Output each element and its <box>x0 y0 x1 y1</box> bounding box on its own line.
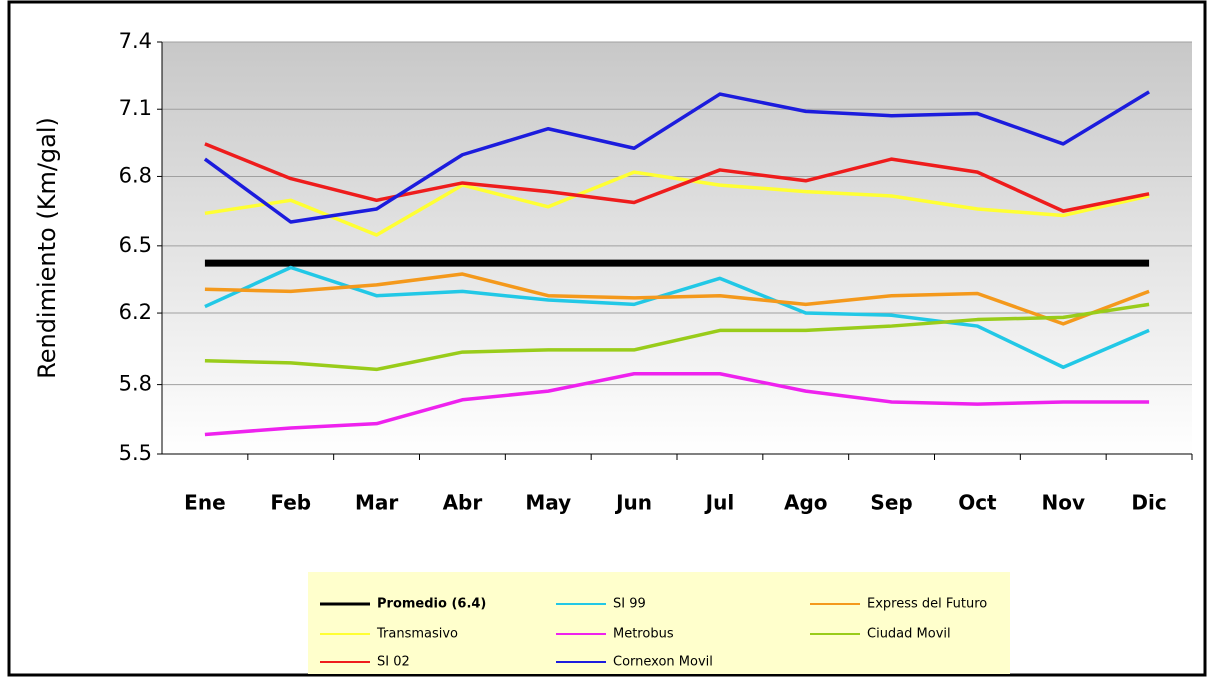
x-tick-label: Sep <box>870 491 912 515</box>
plot-area <box>162 42 1192 454</box>
x-tick-label: Jun <box>614 491 652 515</box>
legend-label: Ciudad Movil <box>867 627 951 642</box>
y-axis-label: Rendimiento (Km/gal) <box>33 117 61 379</box>
y-tick-label: 5.5 <box>119 441 152 465</box>
x-tick-label: Jul <box>704 491 735 515</box>
y-tick-label: 7.4 <box>119 29 152 53</box>
y-tick-label: 6.2 <box>119 300 152 324</box>
legend-label: Transmasivo <box>376 627 458 642</box>
x-tick-label: Dic <box>1131 491 1166 515</box>
legend-label: SI 99 <box>613 597 646 612</box>
series-line <box>204 272 1150 326</box>
series-line <box>204 142 1150 213</box>
series-line <box>204 170 1150 237</box>
y-tick-label: 6.5 <box>119 233 152 257</box>
legend <box>308 572 1010 674</box>
x-tick-label: Nov <box>1041 491 1085 515</box>
legend-label: Metrobus <box>613 627 674 642</box>
x-tick-label: Ago <box>784 491 828 515</box>
legend-label: Cornexon Movil <box>613 655 713 670</box>
legend-label: Promedio (6.4) <box>377 597 486 612</box>
series-line <box>203 90 1150 224</box>
x-tick-label: Mar <box>355 491 398 515</box>
x-tick-label: Feb <box>270 491 311 515</box>
y-tick-label: 7.1 <box>119 96 152 120</box>
y-tick-label: 5.8 <box>119 372 152 396</box>
series-line <box>204 265 1150 370</box>
x-tick-label: Oct <box>958 491 997 515</box>
y-tick-label: 6.8 <box>119 163 152 187</box>
series-line <box>204 302 1150 372</box>
legend-label: SI 02 <box>377 655 410 670</box>
x-tick-label: Abr <box>443 491 483 515</box>
x-tick-label: May <box>525 491 571 515</box>
series-line <box>204 372 1150 437</box>
x-tick-label: Ene <box>184 491 225 515</box>
legend-label: Express del Futuro <box>867 597 987 612</box>
